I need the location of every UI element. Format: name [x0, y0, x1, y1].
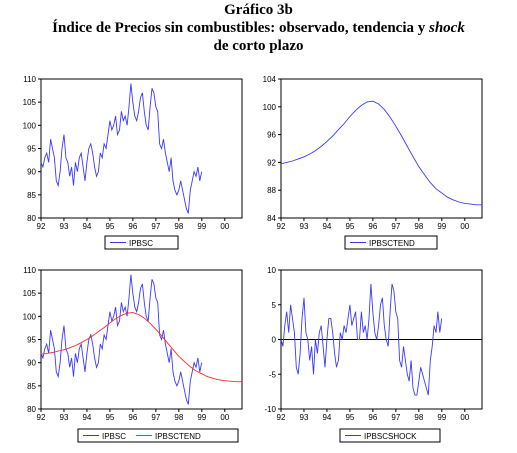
x-tick-label: 93	[300, 222, 309, 231]
y-tick-label: 95	[27, 336, 36, 345]
y-tick-label: 105	[23, 289, 37, 298]
y-tick-label: 85	[27, 191, 36, 200]
x-tick-label: 92	[277, 222, 286, 231]
chart-panel-4: -10 -5 0 5 10 92 93 94 95 96 97 98 99 00 IPBSCSHOCK	[264, 266, 483, 443]
subtitle-text: Índice de Precios sin combustibles: obse…	[52, 20, 429, 36]
y-tick-label: 90	[27, 359, 36, 368]
x-tick-label: 93	[300, 413, 309, 422]
x-tick-label: 94	[322, 222, 331, 231]
x-tick-label: 00	[460, 413, 469, 422]
x-tick-label: 94	[322, 413, 331, 422]
y-tick-label: 110	[23, 75, 36, 84]
x-tick-label: 96	[128, 413, 137, 422]
x-tick-label: 96	[368, 222, 377, 231]
x-tick-label: 93	[60, 413, 69, 422]
x-tick-label: 92	[37, 413, 46, 422]
y-tick-label: -10	[264, 405, 276, 414]
series-line-ipbsc	[40, 83, 203, 214]
legend-label: IPBSCSHOCK	[364, 432, 417, 441]
series-line-ipbsc	[40, 274, 203, 405]
legend-box	[344, 235, 438, 250]
x-tick-label: 97	[151, 222, 160, 231]
x-tick-label: 94	[82, 413, 91, 422]
figure-subtitle: Índice de Precios sin combustibles: obse…	[0, 20, 517, 37]
series-line-ipbscshock	[280, 283, 443, 396]
y-tick-label: -5	[269, 370, 277, 379]
y-tick-label: 104	[263, 75, 277, 84]
x-tick-label: 98	[174, 222, 183, 231]
y-tick-label: 80	[27, 214, 36, 223]
x-tick-label: 98	[414, 222, 423, 231]
x-tick-label: 99	[197, 413, 206, 422]
figure-subtitle-line3: de corto plazo	[213, 38, 304, 54]
x-tick-label: 98	[414, 413, 423, 422]
y-tick-label: 84	[267, 214, 276, 223]
y-tick-label: 96	[267, 131, 276, 140]
y-tick-label: 80	[27, 405, 36, 414]
x-tick-label: 95	[105, 222, 114, 231]
subtitle-italic-word: shock	[428, 20, 465, 36]
x-tick-label: 96	[368, 413, 377, 422]
y-tick-label: 88	[267, 186, 276, 195]
y-tick-label: 5	[272, 301, 277, 310]
x-tick-label: 95	[105, 413, 114, 422]
x-tick-label: 93	[60, 222, 69, 231]
x-tick-label: 95	[345, 413, 354, 422]
x-tick-label: 96	[128, 222, 137, 231]
legend-box	[104, 235, 179, 250]
x-tick-label: 94	[82, 222, 91, 231]
legend-label: IPBSC	[129, 239, 153, 248]
y-tick-label: 110	[23, 266, 36, 275]
x-tick-label: 92	[277, 413, 286, 422]
x-tick-label: 00	[460, 222, 469, 231]
y-tick-label: 105	[23, 98, 37, 107]
y-tick-label: 95	[27, 145, 36, 154]
legend-label: IPBSCTEND	[155, 432, 201, 441]
plot-frame	[40, 78, 243, 219]
y-tick-label: 100	[263, 103, 277, 112]
figure-title: Gráfico 3b	[224, 2, 293, 18]
x-tick-label: 99	[197, 222, 206, 231]
y-tick-label: 92	[267, 158, 276, 167]
y-tick-label: 10	[267, 266, 276, 275]
x-tick-label: 95	[345, 222, 354, 231]
legend-box	[339, 428, 441, 443]
plot-frame	[280, 78, 483, 219]
y-tick-label: 100	[23, 121, 37, 130]
chart-panel-1: 80 85 90 95 100 105 110 92 93 94 95 96 97 98 99 00 IPBSC	[23, 75, 243, 250]
y-tick-label: 100	[23, 312, 37, 321]
chart-panel-2: 84 88 92 96 100 104 92 93 94 95 96 97 98 99 00 IPBSCTEN…	[263, 75, 483, 250]
y-tick-label: 0	[272, 336, 277, 345]
x-tick-label: 97	[151, 413, 160, 422]
legend-label: IPBSC	[102, 432, 126, 441]
x-tick-label: 98	[174, 413, 183, 422]
x-tick-label: 92	[37, 222, 46, 231]
y-tick-label: 90	[27, 168, 36, 177]
legend-label: IPBSCTEND	[369, 239, 415, 248]
x-tick-label: 97	[391, 222, 400, 231]
x-tick-label: 97	[391, 413, 400, 422]
series-line-ipbsctend	[280, 100, 482, 206]
legend-box	[77, 428, 239, 443]
plot-frame	[40, 269, 243, 410]
chart-panel-3: 80 85 90 95 100 105 110 92 93 94 95 96 97 98 99 00 IPBSC…	[23, 266, 243, 443]
x-tick-label: 00	[220, 222, 229, 231]
x-tick-label: 99	[437, 413, 446, 422]
x-tick-label: 00	[220, 413, 229, 422]
y-tick-label: 85	[27, 382, 36, 391]
series-line-ipbsctend	[40, 312, 242, 383]
x-tick-label: 99	[437, 222, 446, 231]
